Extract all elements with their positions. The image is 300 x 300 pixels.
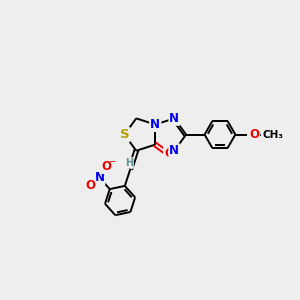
Text: N: N (150, 118, 160, 131)
Text: O: O (249, 128, 259, 141)
Text: N: N (169, 112, 179, 125)
Text: N: N (94, 171, 104, 184)
Text: S: S (120, 128, 129, 141)
Text: N: N (150, 118, 160, 131)
Text: −: − (108, 157, 116, 166)
Text: N: N (169, 144, 179, 157)
Text: O: O (164, 147, 174, 160)
Text: +: + (100, 169, 107, 178)
Text: CH₃: CH₃ (262, 130, 283, 140)
Text: O: O (102, 160, 112, 173)
Text: H: H (125, 158, 133, 168)
Text: O: O (85, 179, 95, 192)
